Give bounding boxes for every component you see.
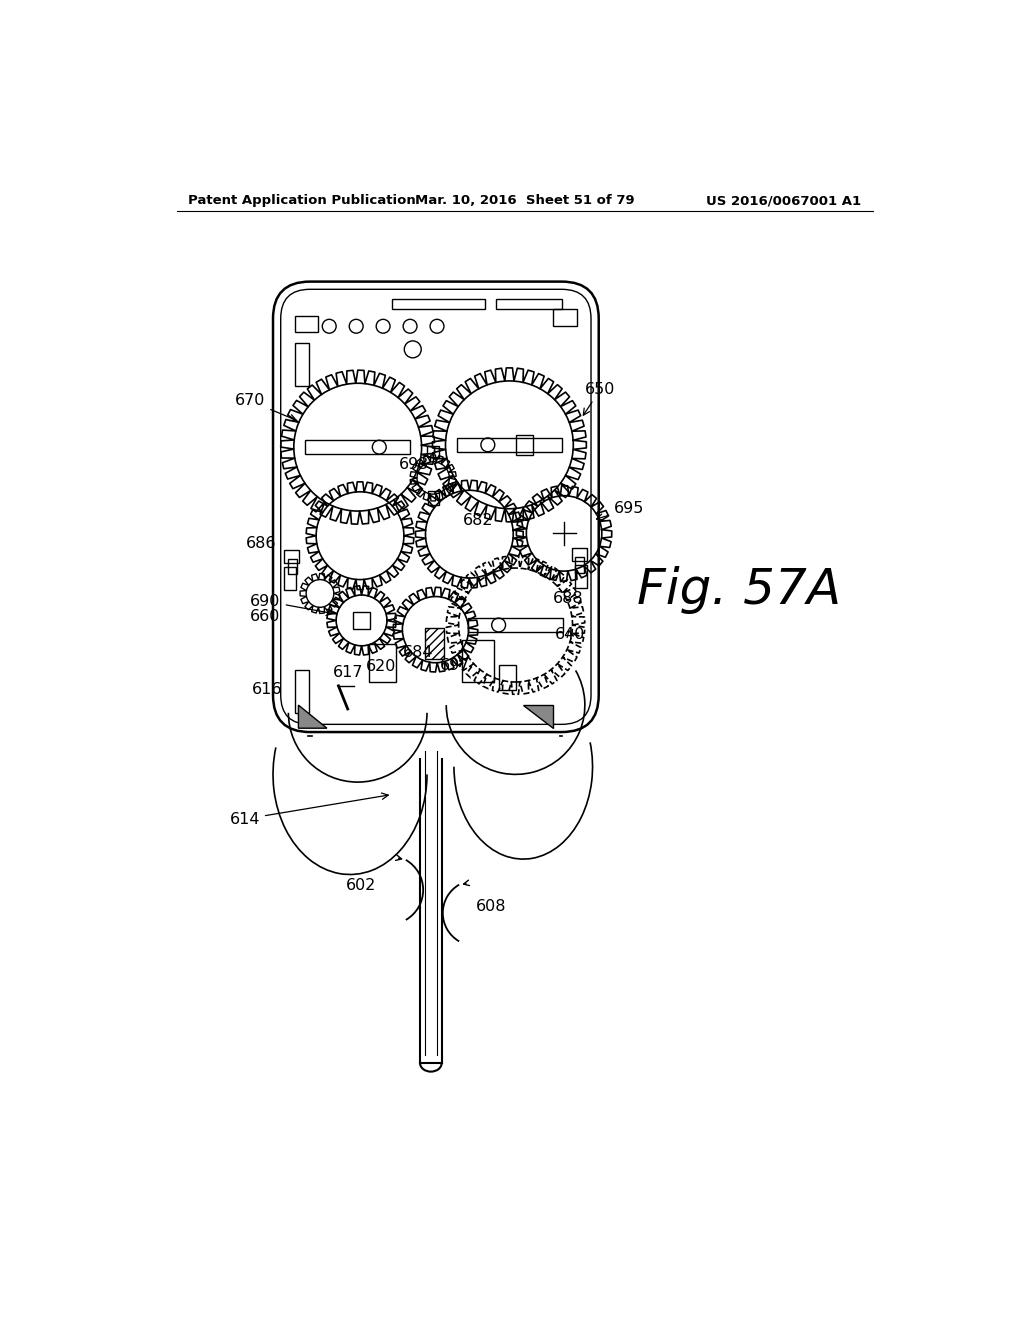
Text: 690: 690 (250, 594, 333, 615)
Polygon shape (298, 705, 327, 729)
Bar (288, 558, 297, 574)
Polygon shape (523, 705, 553, 729)
Bar (392, 298, 484, 309)
Text: 617: 617 (333, 665, 364, 680)
Text: 620: 620 (366, 659, 396, 675)
Text: 670: 670 (234, 393, 296, 421)
Bar (499, 665, 515, 689)
Text: Fig. 57A: Fig. 57A (637, 565, 841, 614)
Text: 640: 640 (554, 627, 585, 642)
Bar (571, 548, 587, 561)
Bar (427, 446, 439, 457)
Bar (353, 612, 370, 628)
Bar (370, 644, 396, 682)
Text: 697: 697 (440, 657, 471, 673)
Text: 693: 693 (398, 457, 429, 473)
Text: 608: 608 (476, 899, 506, 915)
Text: 614: 614 (229, 793, 388, 826)
Text: 616: 616 (252, 682, 283, 697)
Bar (574, 565, 587, 589)
Bar (468, 618, 563, 632)
Text: 686: 686 (246, 536, 276, 550)
Bar (497, 298, 562, 309)
Bar (462, 640, 494, 682)
Text: 682: 682 (463, 512, 494, 528)
Bar (295, 317, 318, 331)
Bar (295, 343, 309, 385)
Bar (425, 628, 444, 659)
Text: Mar. 10, 2016  Sheet 51 of 79: Mar. 10, 2016 Sheet 51 of 79 (415, 194, 635, 207)
Bar (515, 434, 534, 455)
Bar (305, 441, 410, 454)
Text: Patent Application Publication: Patent Application Publication (188, 194, 416, 207)
Text: 660: 660 (250, 609, 281, 624)
Bar (574, 557, 584, 573)
Text: 695: 695 (597, 502, 644, 520)
Bar (457, 438, 562, 451)
Text: 688: 688 (553, 591, 584, 606)
Text: 602: 602 (346, 878, 377, 892)
Text: 684: 684 (402, 645, 433, 660)
Bar (428, 491, 438, 506)
Text: 650: 650 (584, 381, 615, 416)
Bar (553, 309, 578, 326)
Text: US 2016/0067001 A1: US 2016/0067001 A1 (707, 194, 861, 207)
Bar (284, 566, 296, 590)
Bar (284, 549, 299, 562)
Bar (295, 671, 309, 713)
